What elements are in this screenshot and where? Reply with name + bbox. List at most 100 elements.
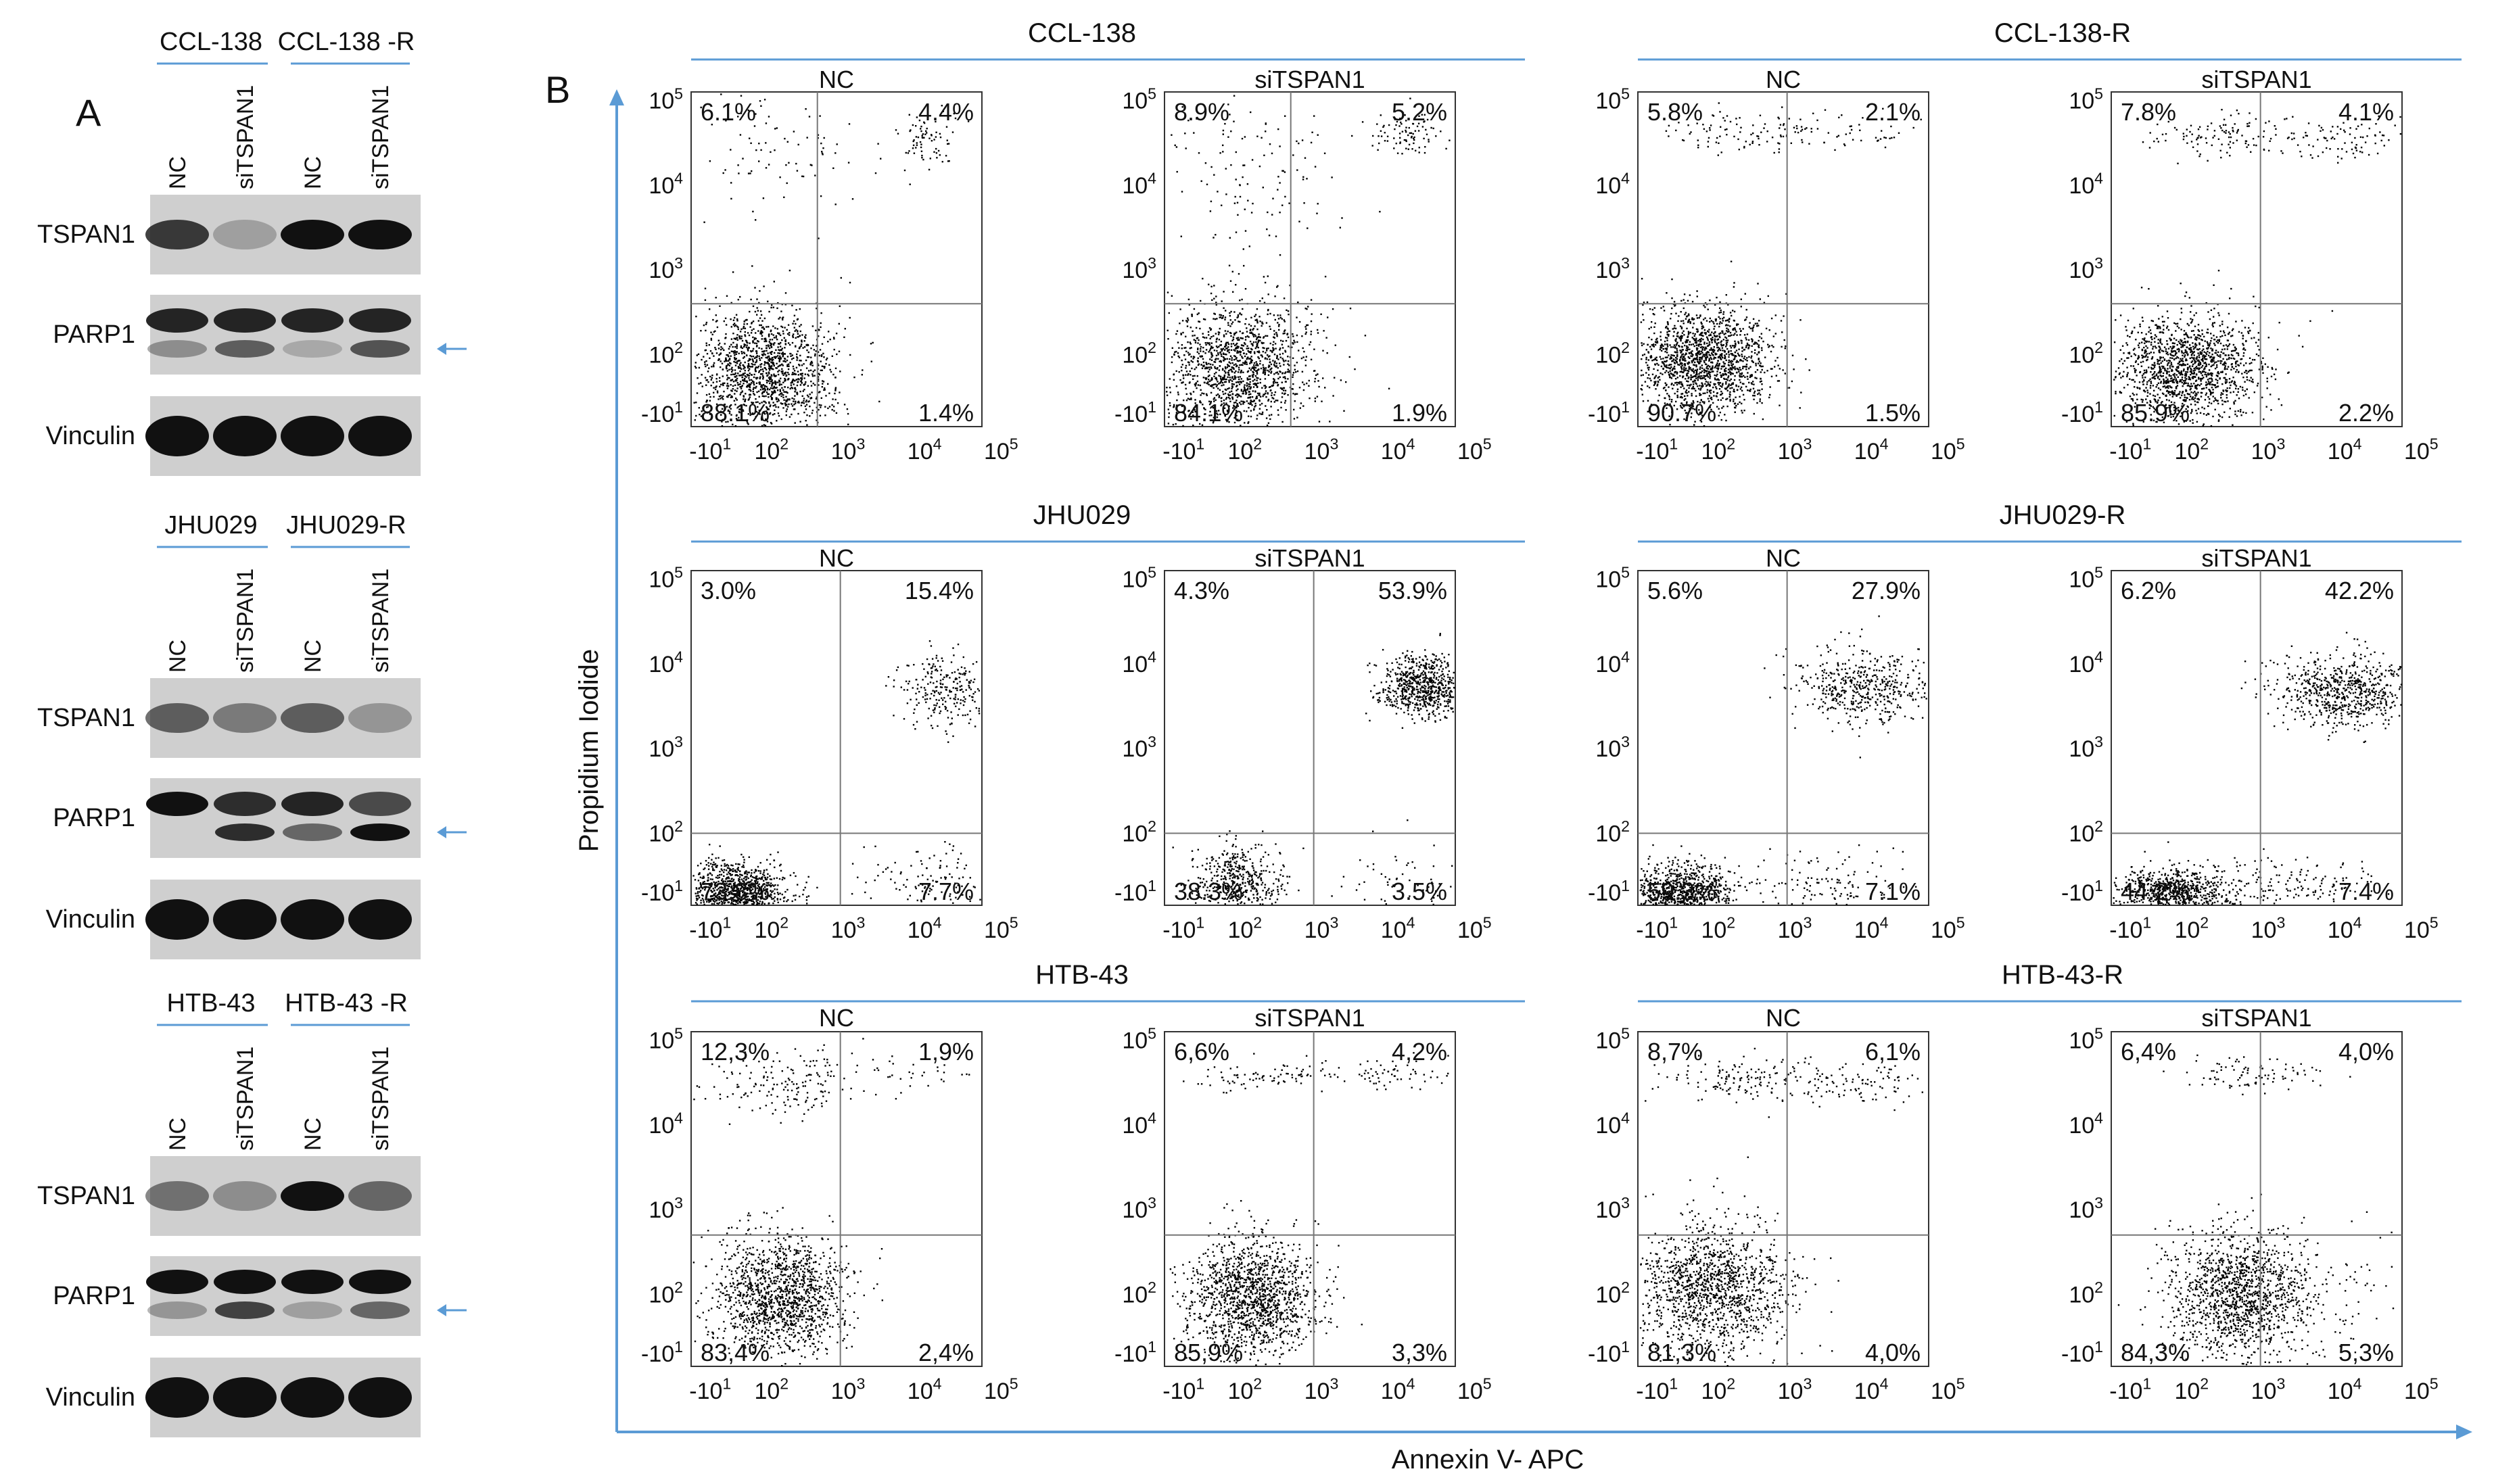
data-point <box>768 333 770 335</box>
data-point <box>767 393 769 396</box>
data-point <box>880 158 882 160</box>
data-point <box>1269 361 1271 364</box>
data-point <box>784 391 786 393</box>
data-point <box>1735 384 1737 386</box>
tick-exponent: 5 <box>1010 435 1018 453</box>
data-point <box>1224 318 1226 320</box>
data-point <box>1670 364 1672 366</box>
data-point <box>1740 298 1742 300</box>
data-point <box>1691 395 1693 397</box>
data-point <box>761 348 763 350</box>
data-point <box>788 373 790 375</box>
data-point <box>1292 383 1294 385</box>
data-point <box>1751 360 1753 362</box>
data-point <box>749 385 751 387</box>
data-point <box>736 334 738 336</box>
data-point <box>748 398 750 400</box>
data-point <box>744 331 746 333</box>
data-point <box>1248 415 1250 417</box>
data-point <box>1653 307 1655 309</box>
data-point <box>751 380 754 382</box>
data-point <box>763 361 766 363</box>
data-point <box>1700 387 1702 389</box>
band-label: TSPAN1 <box>37 1182 135 1210</box>
data-point <box>1760 377 1762 380</box>
data-point <box>1686 402 1688 404</box>
data-point <box>1238 339 1240 341</box>
data-point <box>1728 354 1731 356</box>
data-point <box>1680 363 1682 365</box>
data-point <box>1706 356 1709 358</box>
data-point <box>1882 107 1884 110</box>
data-point <box>1208 283 1210 285</box>
data-point <box>1881 130 1883 132</box>
data-point <box>926 132 928 134</box>
data-point <box>1380 135 1383 137</box>
data-point <box>1269 418 1271 421</box>
data-point <box>1700 421 1703 423</box>
data-point <box>1666 337 1668 339</box>
data-point <box>828 392 830 394</box>
data-point <box>1760 380 1762 383</box>
data-point <box>1224 122 1226 125</box>
data-point <box>784 402 786 404</box>
data-point <box>1731 354 1733 356</box>
data-point <box>1680 406 1683 408</box>
data-point <box>776 420 778 422</box>
data-point <box>1701 386 1703 388</box>
data-point <box>1726 341 1728 343</box>
band-vinculin <box>281 416 344 456</box>
data-point <box>717 339 720 341</box>
data-point <box>1700 321 1702 324</box>
data-point <box>737 373 739 375</box>
blot-group-label: JHU029-R <box>286 511 406 540</box>
data-point <box>1685 339 1688 341</box>
data-point <box>695 366 697 369</box>
data-point <box>730 389 732 391</box>
data-point <box>805 359 807 362</box>
data-point <box>1213 335 1215 337</box>
data-point <box>1329 421 1331 423</box>
data-point <box>1269 143 1271 145</box>
data-point <box>1770 368 1772 370</box>
data-point <box>1273 379 1275 381</box>
data-point <box>1666 407 1668 409</box>
data-point <box>1244 339 1247 341</box>
data-point <box>1695 389 1697 392</box>
data-point <box>1747 339 1750 341</box>
data-point <box>1731 314 1733 317</box>
data-point <box>1684 344 1686 347</box>
data-point <box>1207 375 1210 377</box>
data-point <box>1705 352 1708 354</box>
data-point <box>1676 381 1678 384</box>
data-point <box>1681 335 1683 337</box>
data-point <box>1242 337 1244 339</box>
data-point <box>770 151 772 153</box>
data-point <box>1741 340 1743 342</box>
data-point <box>1676 341 1678 343</box>
data-point <box>1201 367 1204 369</box>
data-point <box>939 136 942 139</box>
data-point <box>1890 125 1892 128</box>
data-point <box>824 414 826 416</box>
data-point <box>1728 356 1730 358</box>
data-point <box>1781 331 1783 333</box>
data-point <box>736 318 738 320</box>
data-point <box>736 337 738 339</box>
data-point <box>738 172 740 174</box>
data-point <box>710 331 712 333</box>
data-point <box>1232 343 1235 345</box>
data-point <box>1236 385 1238 387</box>
tick-exponent: 3 <box>1330 435 1338 453</box>
data-point <box>1407 148 1409 150</box>
data-point <box>1730 347 1733 349</box>
data-point <box>915 136 918 138</box>
data-point <box>1685 312 1687 314</box>
data-point <box>1724 354 1726 356</box>
data-point <box>1234 344 1236 347</box>
data-point <box>1687 339 1689 341</box>
data-point <box>1190 398 1192 400</box>
data-point <box>1270 372 1272 374</box>
data-point <box>1656 341 1658 344</box>
data-point <box>1673 404 1675 407</box>
